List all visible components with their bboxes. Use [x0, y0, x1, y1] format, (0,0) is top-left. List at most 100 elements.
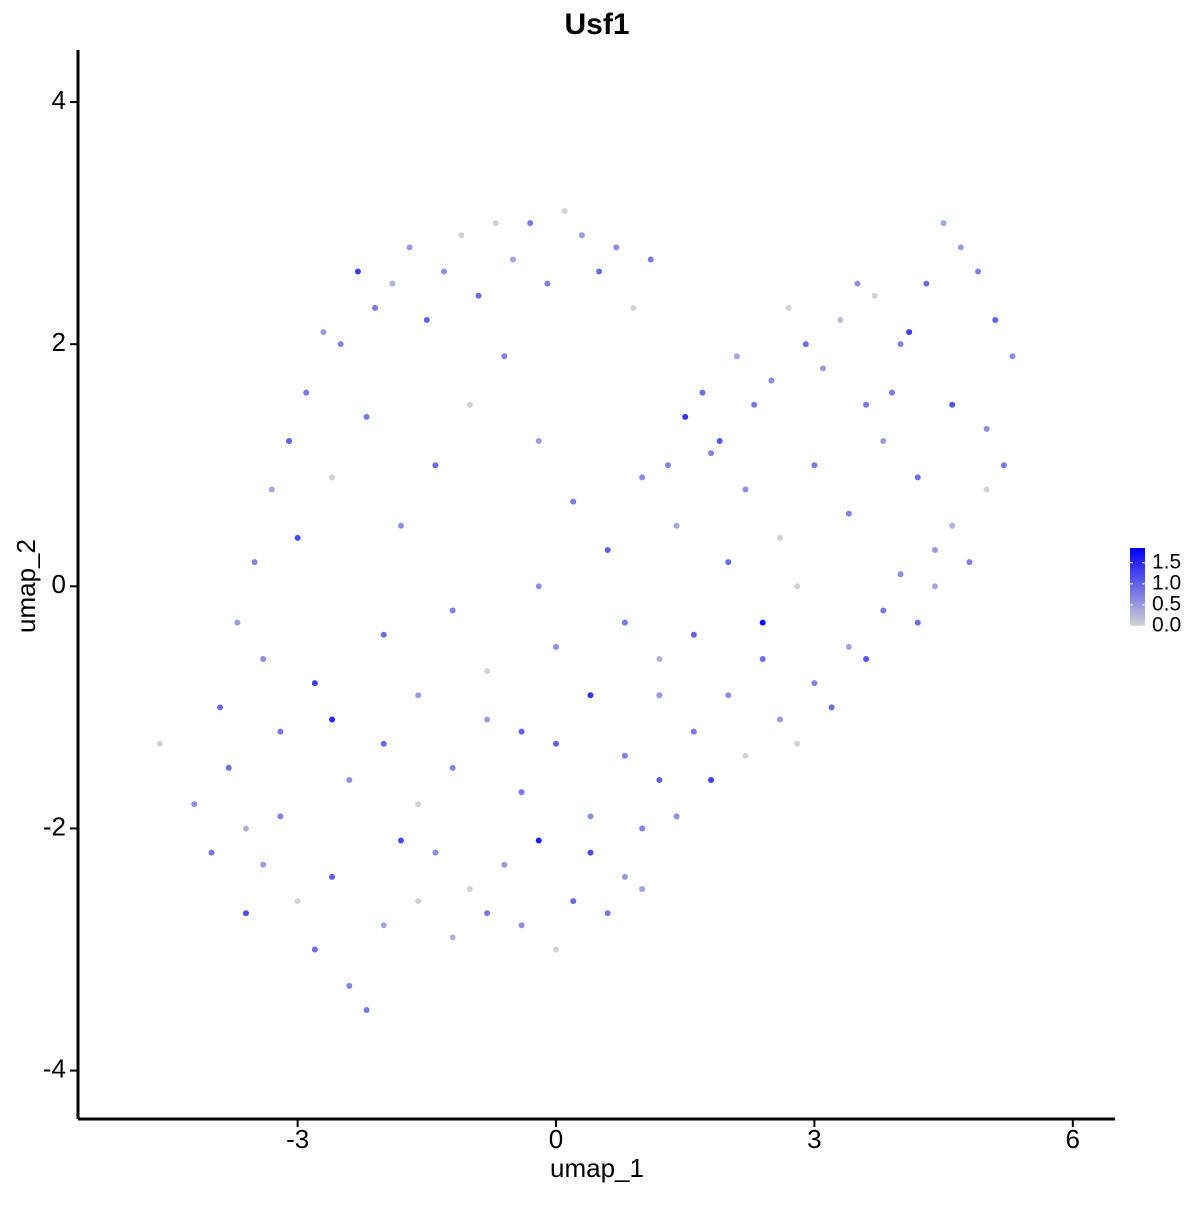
cell-point [234, 619, 241, 626]
cell-point [1000, 462, 1007, 469]
cell-point [759, 619, 766, 626]
colorbar-label: 1.0 [1152, 571, 1181, 594]
cell-point [673, 522, 680, 529]
cell-point [845, 510, 852, 517]
cell-point [733, 353, 740, 360]
cell-point [949, 522, 956, 529]
cell-point [656, 692, 663, 699]
cell-point [949, 401, 956, 408]
cell-point [466, 885, 473, 892]
cell-point [397, 522, 404, 529]
cell-point [544, 280, 551, 287]
cell-point [501, 861, 508, 868]
cell-point [208, 849, 215, 856]
cell-point [880, 607, 887, 614]
y-tick-label: -4 [43, 1053, 66, 1083]
cell-point [509, 256, 516, 263]
cell-point [501, 353, 508, 360]
cell-point [983, 425, 990, 432]
cell-point [268, 486, 275, 493]
colorbar-label: 0.0 [1152, 614, 1181, 637]
cell-point [621, 873, 628, 880]
cell-point [604, 910, 611, 917]
cell-point [441, 268, 448, 275]
cell-point [854, 280, 861, 287]
cell-point [587, 813, 594, 820]
cell-point [639, 885, 646, 892]
cell-point [449, 764, 456, 771]
cell-point [346, 982, 353, 989]
cell-point [888, 389, 895, 396]
cell-point [415, 801, 422, 808]
cell-point [415, 898, 422, 905]
cell-point [397, 837, 404, 844]
cell-point [837, 316, 844, 323]
cell-point [828, 704, 835, 711]
cell-point [725, 692, 732, 699]
cell-point [380, 740, 387, 747]
cell-point [251, 559, 258, 566]
cell-point [484, 716, 491, 723]
colorbar-label: 1.5 [1152, 550, 1181, 573]
cell-point [914, 474, 921, 481]
cell-point [931, 583, 938, 590]
cell-point [725, 559, 732, 566]
cell-point [708, 450, 715, 457]
cell-point [802, 341, 809, 348]
cell-point [776, 716, 783, 723]
cell-point [423, 316, 430, 323]
cell-point [570, 898, 577, 905]
cell-point [449, 934, 456, 941]
cell-point [363, 1007, 370, 1014]
cell-point [354, 268, 361, 275]
cell-point [311, 946, 318, 953]
cell-point [880, 438, 887, 445]
cell-point [871, 292, 878, 299]
cell-point [682, 413, 689, 420]
x-tick-label: 6 [1066, 1124, 1080, 1154]
cell-point [294, 898, 301, 905]
x-axis-title: umap_1 [550, 1153, 644, 1183]
cell-point [604, 546, 611, 553]
cell-point [587, 849, 594, 856]
cell-point [897, 341, 904, 348]
y-tick-label: -2 [43, 811, 66, 841]
cell-point [587, 692, 594, 699]
cell-point [535, 583, 542, 590]
cell-point [742, 486, 749, 493]
colorbar-label: 0.5 [1152, 592, 1181, 615]
y-tick-label: 4 [52, 85, 66, 115]
cell-point [776, 534, 783, 541]
cell-point [277, 813, 284, 820]
x-tick-label: -3 [286, 1124, 309, 1154]
cell-point [690, 631, 697, 638]
cell-point [923, 280, 930, 287]
x-tick-label: 0 [549, 1124, 563, 1154]
cell-point [225, 764, 232, 771]
cell-point [742, 752, 749, 759]
cell-point [466, 401, 473, 408]
cell-point [242, 825, 249, 832]
cell-point [931, 546, 938, 553]
cell-point [940, 220, 947, 227]
cell-point [346, 777, 353, 784]
chart-title: Usf1 [564, 8, 629, 41]
cell-point [311, 680, 318, 687]
cell-point [363, 413, 370, 420]
cell-point [320, 329, 327, 336]
cell-point [621, 619, 628, 626]
cell-point [570, 498, 577, 505]
cell-point [484, 910, 491, 917]
cell-point [294, 534, 301, 541]
cell-point [492, 220, 499, 227]
cell-point [578, 232, 585, 239]
cell-point [484, 668, 491, 675]
cell-point [673, 813, 680, 820]
cell-point [759, 655, 766, 662]
cell-point [1009, 353, 1016, 360]
cell-point [260, 861, 267, 868]
cell-point [768, 377, 775, 384]
cell-point [286, 438, 293, 445]
cell-point [415, 692, 422, 699]
